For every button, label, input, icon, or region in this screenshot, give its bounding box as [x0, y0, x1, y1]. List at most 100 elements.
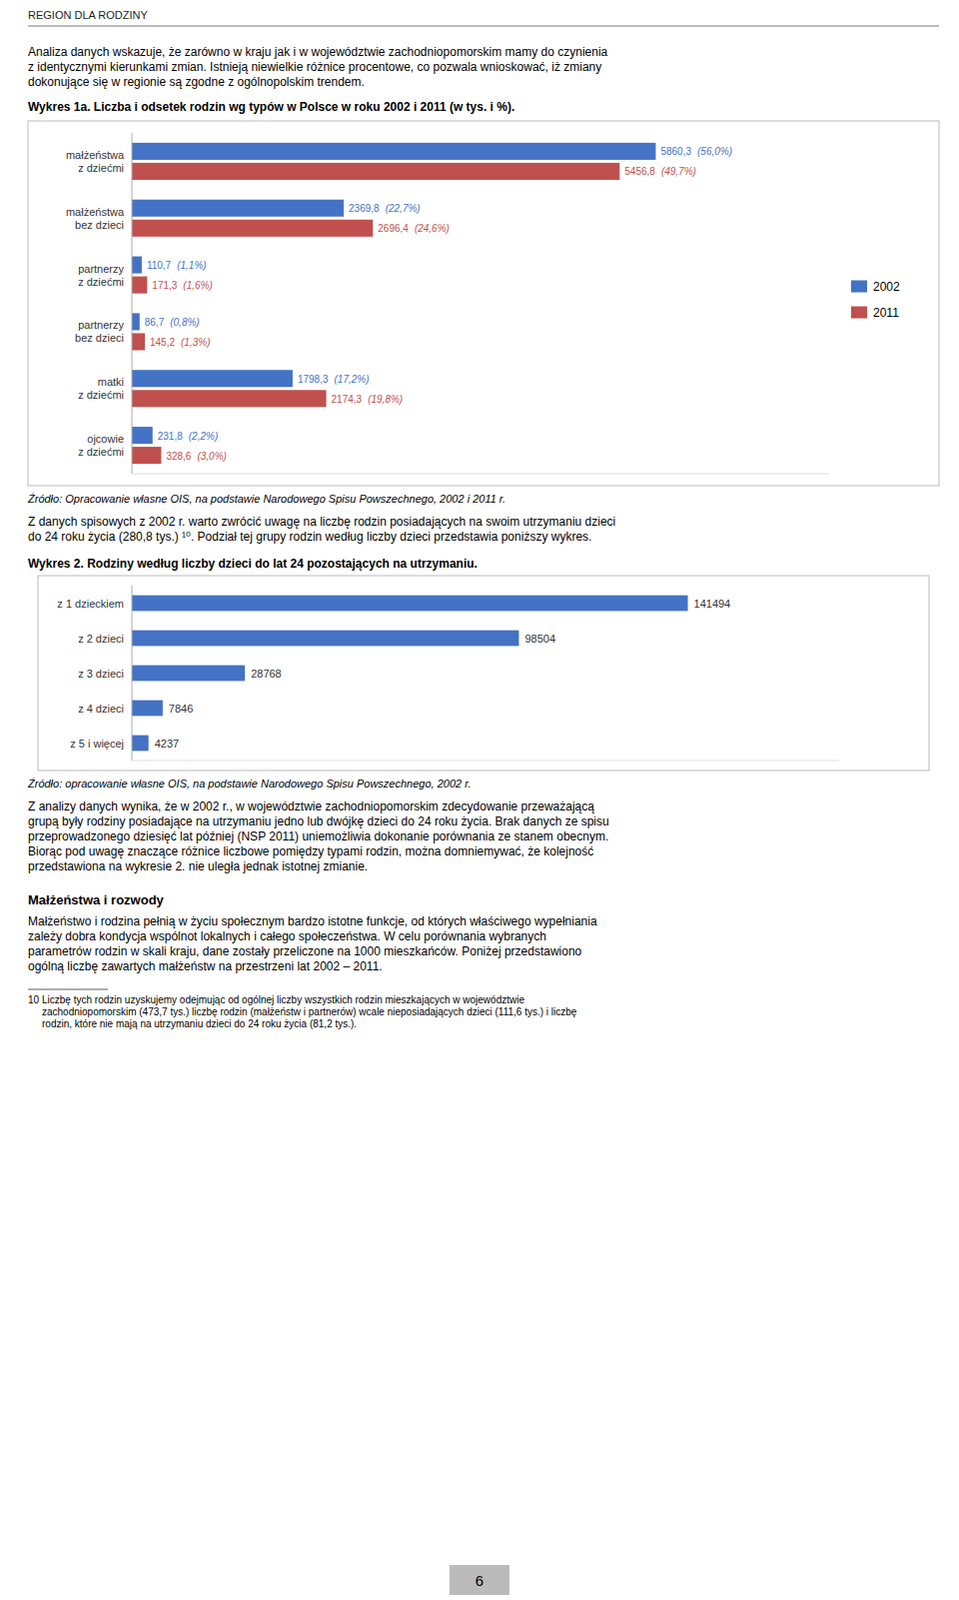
bar [131, 735, 149, 752]
data-label: 4237 [154, 737, 179, 750]
tick-label: partnerzyz dziećmi [77, 262, 124, 288]
bar [131, 256, 142, 274]
y-axis [131, 585, 133, 761]
footnote-number: 10 [27, 993, 40, 1005]
tick-label: ojcowiez dziećmi [77, 432, 124, 458]
share-label: (24,6%) [414, 222, 450, 234]
page-header: REGION DLA RODZINY [27, 8, 148, 21]
x-axis [131, 760, 840, 762]
data-label: 28768 [250, 667, 282, 680]
bars [131, 142, 656, 464]
data-label-group: 2696,4 (24,6%) [377, 222, 450, 234]
chart-source: Źródło: opracowanie własne OIS, na podst… [26, 777, 472, 790]
tick-label: z 4 dzieci [77, 702, 124, 715]
data-label: 171,3 [151, 279, 177, 291]
data-label: 145,2 [149, 335, 175, 347]
data-label: 141494 [694, 597, 732, 610]
data-label-group: 5860,3 (56,0%) [660, 145, 733, 157]
bar [131, 389, 327, 407]
tick-label-line: z dziećmi [77, 445, 124, 458]
tick-label: z 3 dzieci [77, 667, 124, 680]
data-label-group: 1798,3 (17,2%) [297, 372, 370, 384]
data-label: 5860,3 [660, 145, 692, 157]
bar [131, 369, 293, 387]
share-label: (17,2%) [334, 372, 370, 384]
tick-label: z 5 i więcej [69, 737, 124, 750]
chart-title: Wykres 2. Rodziny według liczby dzieci d… [27, 556, 478, 571]
bar [131, 700, 163, 717]
share-label: (3,0%) [196, 449, 226, 461]
bar [131, 199, 344, 217]
bar [131, 142, 656, 160]
data-label: 110,7 [146, 259, 172, 271]
share-label: (1,1%) [176, 259, 206, 271]
y-axis [131, 132, 133, 474]
paragraph-line: Z analizy danych wynika, że w 2002 r., w… [27, 799, 595, 814]
data-label-group: 328,6(3,0%) [165, 449, 226, 461]
paragraph-line: parametrów rodzin w skali kraju, dane zo… [27, 944, 583, 959]
tick-label-line: z dziećmi [77, 161, 124, 174]
tick-label: z 2 dzieci [77, 632, 124, 645]
tick-label-line: małżeństwa [65, 148, 125, 161]
paragraph-line: Małżeństwo i rodzina pełnią w życiu społ… [27, 914, 598, 929]
paragraph-line: dokonujące się w regionie są zgodne z og… [27, 74, 365, 89]
paragraph-line: zależy dobra kondycja wspólnot lokalnych… [27, 929, 547, 944]
chart-frame [27, 120, 940, 486]
share-label: (56,0%) [697, 145, 733, 157]
data-label: 231,8 [157, 429, 183, 441]
page: REGION DLA RODZINY Analiza danych wskazuj… [0, 0, 959, 1600]
paragraph-line: Z danych spisowych z 2002 r. warto zwróc… [27, 514, 616, 529]
tick-label-line: z dziećmi [77, 275, 124, 288]
data-label: 98504 [524, 632, 556, 645]
chart-frame [37, 575, 930, 771]
legend-label: 2002 [873, 279, 901, 294]
data-label: 2369,8 [348, 202, 380, 214]
tick-label-line: ojcowie [86, 432, 124, 445]
footnote-line: rodzin, które nie mają na utrzymaniu dzi… [41, 1017, 357, 1029]
data-label-group: 231,8 (2,2%) [157, 429, 218, 441]
bar [131, 312, 140, 330]
bar [131, 595, 689, 612]
tick-label: matkiz dziećmi [77, 375, 124, 401]
share-label: (2,2%) [188, 429, 218, 441]
bar [131, 162, 620, 180]
data-label: 5456,8 [624, 165, 656, 177]
data-label: 2696,4 [377, 222, 409, 234]
share-label: (1,6%) [182, 279, 212, 291]
header-rule [27, 25, 940, 27]
data-label-group: 171,3 (1,6%) [151, 279, 212, 291]
bar [131, 276, 147, 294]
bar [131, 219, 373, 237]
data-label-group: 110,7 (1,1%) [146, 259, 207, 271]
tick-label: partnerzybez dzieci [74, 318, 124, 344]
data-label: 2174,3 [331, 392, 363, 404]
share-label: (1,3%) [180, 335, 210, 347]
legend-label: 2011 [873, 305, 900, 320]
tick-label-line: matki [97, 375, 124, 388]
tick-label: małżeństwabez dzieci [65, 205, 125, 231]
tick-label: z 1 dzieckiem [56, 597, 124, 610]
data-label-group: 145,2 (1,3%) [149, 335, 210, 347]
tick-label-line: partnerzy [77, 318, 124, 331]
paragraph-line: Biorąc pod uwagę znaczące różnice liczbo… [27, 844, 594, 859]
data-label-group: 86,7(0,8%) [144, 315, 200, 327]
paragraph-line: z identycznymi kierunkami zmian. Istniej… [27, 59, 602, 74]
paragraph-line: ogólną liczbę zawartych małżeństw na prz… [27, 959, 383, 973]
tick-label: małżeństwaz dziećmi [65, 148, 125, 174]
page-tab [449, 1564, 510, 1595]
tick-label-line: małżeństwa [65, 205, 125, 218]
legend-swatch [851, 280, 868, 293]
paragraph-line: Analiza danych wskazuje, że zarówno w kr… [27, 44, 609, 59]
tick-label-line: partnerzy [77, 262, 124, 275]
bar [131, 665, 245, 682]
footnote-rule [27, 988, 108, 990]
background [0, 0, 959, 1600]
data-label: 1798,3 [297, 372, 329, 384]
share-label: (0,8%) [169, 315, 199, 327]
bar [131, 332, 145, 350]
share-label: (49,7%) [661, 165, 697, 177]
bar [131, 426, 153, 444]
data-label-group: 2174,3(19,8%) [331, 392, 404, 404]
legend-swatch [851, 306, 868, 319]
page-number: 6 [475, 1571, 484, 1589]
